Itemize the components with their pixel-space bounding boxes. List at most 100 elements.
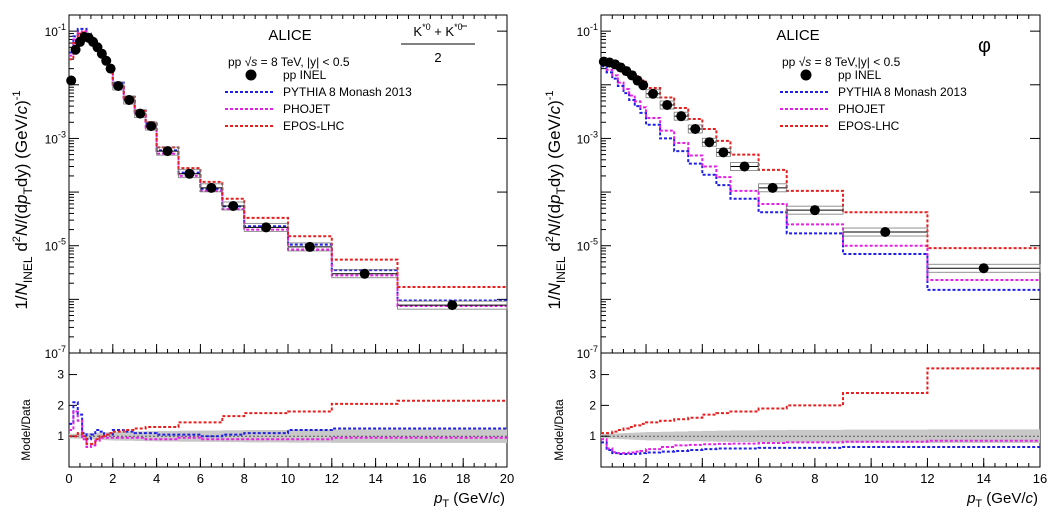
x-tick-label: 10	[281, 471, 295, 486]
data-point	[690, 123, 701, 134]
data-point	[447, 300, 458, 311]
data-point	[648, 88, 659, 99]
right-ratio-y-axis-label: Model/Data	[552, 399, 566, 461]
x-tick-label: 8	[241, 471, 248, 486]
model-ratio-0	[601, 441, 1040, 456]
x-tick-label: 8	[811, 471, 818, 486]
data-point	[228, 201, 239, 212]
x-tick-label: 10	[864, 471, 878, 486]
left-system-label: pp √s = 8 TeV, |y| < 0.5	[228, 55, 350, 69]
left-y-axis-label: 1/NINEL d2N/(dpTdy) (GeV/c)-1	[11, 90, 35, 309]
model-ratio-2	[601, 367, 1040, 435]
data-point	[70, 44, 81, 55]
left-x-axis-label: pT (GeV/c)	[433, 490, 505, 510]
data-point	[206, 182, 217, 193]
left-ratio-y-axis-label: Model/Data	[19, 399, 33, 461]
x-tick-label: 14	[368, 471, 382, 486]
x-tick-label: 2	[642, 471, 649, 486]
y-tick-label: 10-5	[577, 237, 598, 254]
data-point	[162, 146, 173, 157]
x-tick-label: 20	[500, 471, 514, 486]
right-x-axis-label: pT (GeV/c)	[966, 490, 1038, 510]
ratio-y-tick-label: 1	[57, 429, 64, 443]
x-tick-label: 16	[412, 471, 426, 486]
data-point	[739, 161, 750, 172]
legend-marker-data	[245, 69, 257, 81]
data-point	[146, 121, 157, 132]
y-tick-label: 10-3	[45, 129, 66, 146]
legend-entry-label: EPOS-LHC	[838, 119, 900, 133]
ratio-y-tick-label: 1	[589, 429, 596, 443]
x-tick-label: 4	[699, 471, 706, 486]
right-legend: pp INEL PYTHIA 8 Monash 2013 PHOJET EPOS-LH…	[780, 68, 967, 133]
ratio-y-tick-label: 3	[589, 368, 596, 382]
model-histogram-0	[601, 65, 1040, 291]
legend-entry-label: EPOS-LHC	[283, 119, 345, 133]
model-ratio-0	[69, 401, 507, 441]
ratio-y-tick-label: 2	[589, 398, 596, 412]
x-tick-label: 12	[920, 471, 934, 486]
data-point	[662, 99, 673, 110]
right-system-label: pp √s = 8 TeV,|y| < 0.5	[782, 55, 901, 69]
model-ratio-1	[601, 438, 1040, 455]
x-tick-label: 0	[65, 471, 72, 486]
model-histogram-2	[601, 59, 1040, 250]
data-point	[809, 205, 820, 216]
y-tick-label: 10-3	[577, 129, 598, 146]
legend-entry-label: PYTHIA 8 Monash 2013	[283, 85, 412, 99]
legend-entry-label: pp INEL	[838, 68, 882, 82]
x-tick-label: 14	[976, 471, 990, 486]
data-point	[880, 227, 891, 238]
model-histogram-1	[601, 63, 1040, 281]
right-y-axis-label: 1/NINEL d2N/(dpTdy) (GeV/c)-1	[544, 90, 568, 309]
x-tick-label: 12	[325, 471, 339, 486]
x-tick-label: 16	[1033, 471, 1047, 486]
ratio-y-tick-label: 2	[57, 398, 64, 412]
data-point	[359, 268, 370, 279]
data-point	[261, 222, 272, 233]
x-tick-label: 18	[456, 471, 470, 486]
legend-marker-data	[800, 69, 812, 81]
data-point	[638, 80, 649, 91]
right-particle-label: φ	[978, 35, 991, 57]
model-ratio-2	[69, 399, 507, 445]
legend-entry-label: PHOJET	[838, 102, 886, 116]
data-point	[135, 108, 146, 119]
ratio-uncertainty-band	[601, 429, 1040, 444]
data-point	[767, 182, 778, 193]
left-particle-label: K*0 + K*0 2	[401, 22, 475, 65]
left-legend: pp INEL PYTHIA 8 Monash 2013 PHOJET EPOS-LH…	[225, 68, 412, 133]
y-tick-label: 10-7	[45, 344, 66, 361]
svg-text:2: 2	[434, 50, 441, 65]
left-spectrum-plot-area: 10-7 10-5 10-3 10-1	[45, 14, 508, 361]
legend-entry-label: PHOJET	[283, 102, 331, 116]
data-point	[124, 95, 135, 106]
data-point	[101, 55, 112, 66]
ratio-uncertainty-band	[69, 429, 507, 444]
ratio-y-tick-label: 3	[57, 368, 64, 382]
y-tick-label: 10-1	[577, 22, 598, 39]
ratio-frame	[600, 352, 1041, 468]
data-point	[978, 263, 989, 274]
data-point	[704, 137, 715, 148]
x-tick-label: 6	[197, 471, 204, 486]
ratio-frame	[68, 352, 508, 468]
model-histogram-1	[69, 30, 507, 308]
data-point	[304, 241, 315, 252]
y-tick-label: 10-7	[577, 344, 598, 361]
data-point	[718, 147, 729, 158]
legend-entry-label: pp INEL	[283, 68, 327, 82]
legend-entry-label: PYTHIA 8 Monash 2013	[838, 85, 967, 99]
data-point	[105, 63, 116, 74]
right-experiment-label: ALICE	[776, 27, 819, 44]
data-point	[66, 75, 77, 86]
data-point	[676, 111, 687, 122]
right-spectrum-plot-area: 10-7 10-5 10-3 10-1	[577, 14, 1041, 361]
y-tick-label: 10-1	[45, 22, 66, 39]
y-tick-label: 10-5	[45, 237, 66, 254]
